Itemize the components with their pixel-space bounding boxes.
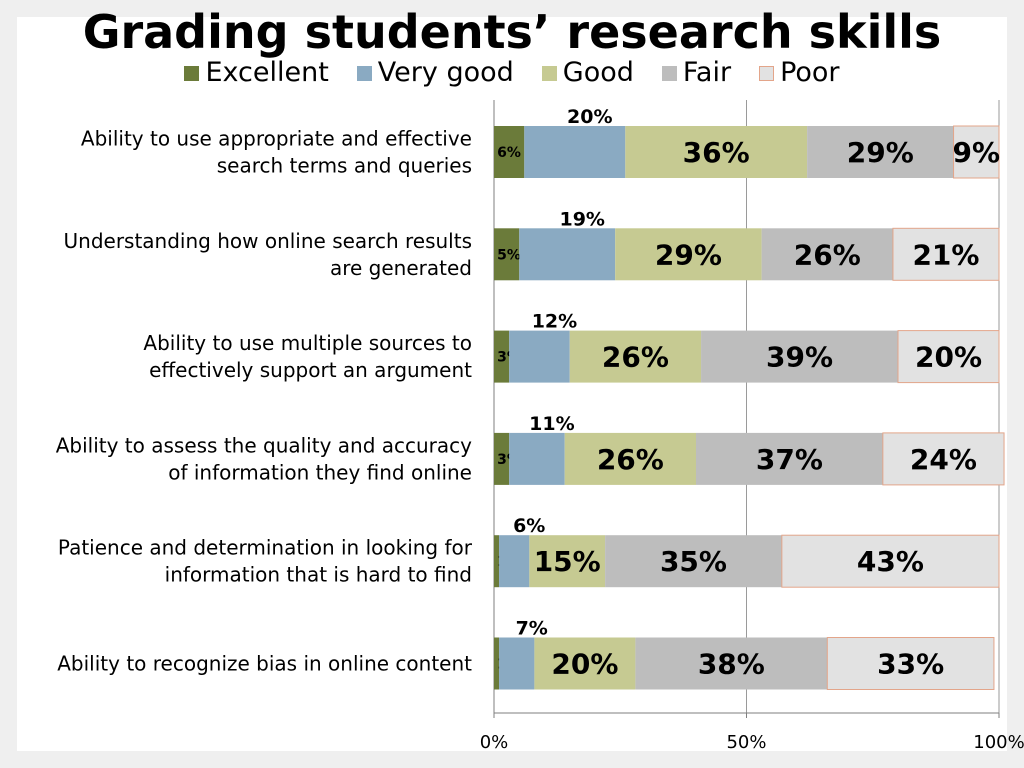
bar-segment-poor <box>826 637 995 690</box>
bar-segment-excellent <box>494 432 510 485</box>
legend-item-poor: Poor <box>759 56 840 90</box>
x-tick-label: 100% <box>973 732 1024 753</box>
bar-segment-very-good <box>519 228 616 281</box>
data-label: 36% <box>683 136 750 169</box>
data-label: 29% <box>655 238 722 271</box>
legend-item-very-good: Very good <box>356 56 514 90</box>
data-label: 24% <box>910 443 977 476</box>
legend-label: Excellent <box>205 57 329 88</box>
bar-segment-fair <box>807 126 954 178</box>
bar-segment-poor <box>781 534 1000 588</box>
bar-segment-good <box>529 535 606 588</box>
category-label: Patience and determination in looking fo… <box>58 536 473 587</box>
legend-label: Very good <box>377 57 514 88</box>
data-label: 43% <box>857 545 924 578</box>
legend-item-fair: Fair <box>661 56 732 90</box>
data-label: 20% <box>915 341 982 374</box>
legend-swatch <box>184 65 200 81</box>
data-label: 11% <box>529 413 574 435</box>
bar-segment-good <box>569 330 702 383</box>
chart-title: Grading students’ research skills <box>82 5 942 59</box>
bar-segment-fair <box>605 535 782 588</box>
data-label: 37% <box>756 443 823 476</box>
data-label: 19% <box>559 208 604 230</box>
category-label: Ability to recognize bias in online cont… <box>57 652 472 676</box>
bar-segment-very-good <box>509 432 565 485</box>
x-tick-label: 50% <box>726 732 766 753</box>
bar-segment-good <box>625 126 808 178</box>
data-label: 26% <box>794 238 861 271</box>
bar-segment-excellent <box>494 535 500 588</box>
legend-label: Poor <box>780 57 840 88</box>
chart-legend: Excellent Very good Good Fair Poor <box>0 56 1024 90</box>
category-label: Ability to use multiple sources to effect… <box>143 331 472 382</box>
legend-swatch <box>759 65 775 81</box>
legend-label: Good <box>562 57 634 88</box>
data-label: 12% <box>532 311 577 333</box>
data-label: 21% <box>912 238 979 271</box>
bar-segment-fair <box>761 228 893 281</box>
legend-swatch <box>661 65 677 81</box>
data-label: 29% <box>847 136 914 169</box>
data-label: 20% <box>551 648 618 681</box>
data-label: 33% <box>877 648 944 681</box>
data-label: 6% <box>497 145 521 161</box>
bar-segment-very-good <box>499 535 530 588</box>
data-label: 15% <box>534 545 601 578</box>
data-label: 26% <box>597 443 664 476</box>
bar-segment-poor <box>897 330 1000 384</box>
data-label: 26% <box>602 341 669 374</box>
data-label: 5% <box>497 247 521 263</box>
x-tick-label: 0% <box>480 732 509 753</box>
data-label: 7% <box>516 618 548 640</box>
bar-segment-fair <box>696 432 883 485</box>
bar-segment-excellent <box>494 126 525 178</box>
bar-segment-poor <box>953 125 1000 179</box>
bar-segment-poor <box>882 432 1005 486</box>
legend-item-good: Good <box>541 56 634 90</box>
data-label: 20% <box>567 106 612 128</box>
bar-segment-good <box>615 228 762 281</box>
bar-segment-fair <box>635 637 828 690</box>
bar-segment-very-good <box>509 330 570 383</box>
bar-segment-fair <box>701 330 898 383</box>
legend-swatch <box>356 65 372 81</box>
bar-segment-excellent <box>494 228 520 281</box>
data-label: 35% <box>660 545 727 578</box>
legend-label: Fair <box>682 57 732 88</box>
bar-segment-poor <box>892 227 1000 281</box>
category-label: Understanding how online search results a… <box>64 229 473 280</box>
bar-segment-good <box>534 637 636 690</box>
bar-segment-very-good <box>524 126 626 178</box>
bar-segment-very-good <box>499 637 535 690</box>
data-label: 38% <box>698 648 765 681</box>
data-label: 6% <box>513 515 545 537</box>
legend-item-excellent: Excellent <box>184 56 329 90</box>
legend-swatch <box>541 65 557 81</box>
bar-segment-excellent <box>494 330 510 383</box>
bar-segment-good <box>564 432 696 485</box>
data-label: 39% <box>766 341 833 374</box>
category-label: Ability to use appropriate and effective… <box>81 127 472 178</box>
data-label: 9% <box>953 136 1001 169</box>
bar-segment-excellent <box>494 637 500 690</box>
category-label: Ability to assess the quality and accura… <box>56 433 472 484</box>
